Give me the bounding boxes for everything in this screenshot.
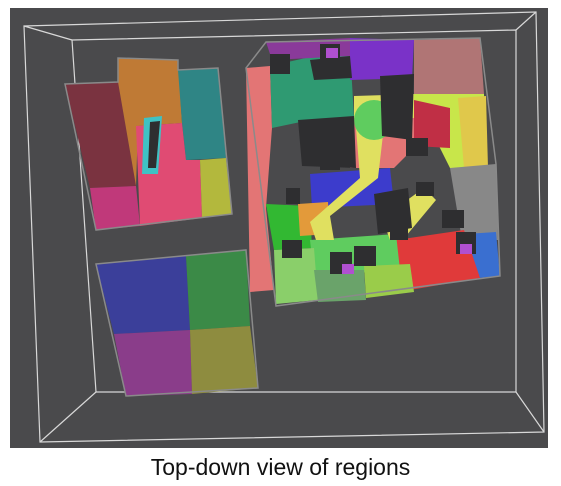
figure-caption: Top-down view of regions bbox=[0, 452, 561, 482]
room-left-bottom bbox=[96, 250, 258, 396]
region bbox=[90, 186, 140, 230]
region bbox=[114, 330, 192, 396]
marker bbox=[460, 244, 472, 254]
region bbox=[190, 326, 258, 394]
region bbox=[186, 250, 250, 330]
room-left-top bbox=[65, 58, 232, 230]
region bbox=[350, 38, 414, 80]
region-map-render bbox=[10, 8, 548, 448]
marker bbox=[342, 264, 354, 274]
region bbox=[414, 38, 484, 94]
marker bbox=[326, 48, 338, 58]
